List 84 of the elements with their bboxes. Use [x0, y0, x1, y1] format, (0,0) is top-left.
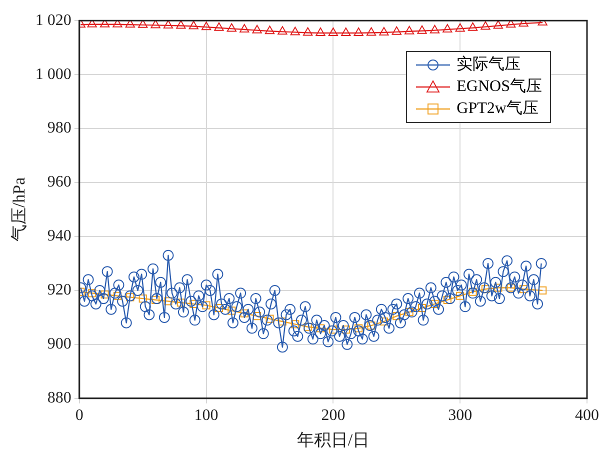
point — [252, 24, 262, 34]
point — [290, 26, 300, 36]
point — [520, 285, 528, 294]
point — [138, 20, 148, 28]
point — [226, 23, 237, 32]
point — [354, 324, 363, 332]
point — [88, 289, 96, 298]
point — [240, 24, 250, 33]
point — [176, 298, 185, 307]
point — [342, 326, 350, 334]
point — [328, 28, 338, 36]
point — [316, 28, 326, 36]
x-tick-label: 400 — [575, 407, 599, 424]
point — [430, 24, 440, 34]
y-tick-label: 960 — [47, 174, 72, 191]
point — [341, 28, 351, 36]
point — [329, 326, 338, 334]
point — [405, 308, 414, 316]
point — [430, 300, 439, 308]
point — [494, 284, 502, 292]
point — [125, 20, 135, 28]
x-tick-label: 100 — [194, 407, 218, 424]
y-tick-label: 900 — [47, 336, 72, 353]
y-tick-label: 1 020 — [35, 12, 72, 29]
point — [506, 20, 516, 28]
y-tick-label: 920 — [47, 282, 72, 299]
point — [367, 322, 376, 330]
point — [480, 21, 490, 30]
point — [379, 26, 389, 36]
point — [214, 304, 224, 312]
point — [443, 296, 452, 304]
point — [176, 20, 186, 29]
x-tick-label: 300 — [448, 407, 472, 424]
legend-label: GPT2w气压 — [456, 98, 538, 119]
point — [417, 25, 427, 34]
point — [150, 20, 160, 28]
point — [100, 290, 109, 299]
point — [87, 20, 97, 28]
y-tick-label: 980 — [47, 120, 72, 137]
point — [240, 309, 248, 318]
y-tick-label: 940 — [47, 228, 72, 245]
legend-label: EGNOS气压 — [456, 76, 542, 97]
point — [481, 285, 490, 294]
point — [404, 26, 414, 34]
y-axis-title: 气压/hPa — [10, 176, 29, 242]
y-tick-label: 1 000 — [35, 66, 72, 83]
point — [316, 324, 325, 332]
point — [278, 26, 288, 35]
legend-label: 实际气压 — [456, 54, 521, 75]
point — [112, 20, 122, 28]
point — [493, 20, 503, 29]
point — [152, 296, 160, 304]
point — [228, 306, 236, 315]
point — [455, 23, 465, 32]
point — [418, 304, 426, 312]
point — [164, 297, 172, 306]
point — [442, 24, 452, 33]
x-axis-title: 年积日/日 — [296, 430, 370, 450]
point — [456, 292, 464, 300]
point — [266, 314, 274, 323]
point — [538, 286, 547, 294]
point — [291, 320, 300, 328]
point — [380, 317, 388, 326]
point — [126, 293, 134, 302]
point — [302, 27, 313, 36]
point — [214, 22, 224, 31]
y-tick-label: 880 — [47, 390, 72, 407]
point — [190, 300, 198, 308]
point — [138, 294, 147, 303]
x-tick-label: 0 — [75, 407, 84, 424]
point — [113, 292, 122, 300]
point — [392, 312, 401, 320]
point — [366, 27, 376, 36]
x-tick-label: 200 — [321, 407, 346, 424]
point — [392, 26, 402, 35]
point — [264, 26, 275, 34]
point — [188, 20, 198, 30]
point — [354, 28, 364, 36]
point — [201, 22, 212, 30]
point — [468, 22, 478, 31]
point — [163, 20, 174, 28]
point — [468, 288, 477, 296]
point — [278, 317, 286, 326]
point — [304, 322, 312, 331]
